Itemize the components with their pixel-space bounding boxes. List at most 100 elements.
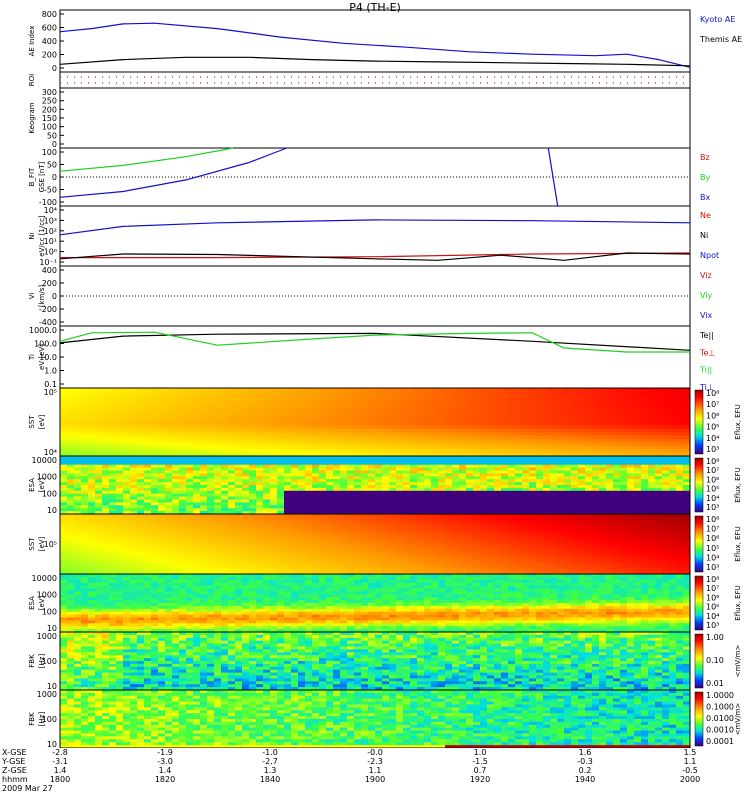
panel-sst1-cell xyxy=(340,418,348,423)
panel-sst1-cell xyxy=(403,408,411,413)
panel-sst1-cell xyxy=(683,428,691,433)
panel-sst1-cell xyxy=(389,394,397,399)
panel-sst2-cell xyxy=(340,538,348,542)
panel-sst1-cell xyxy=(214,432,222,437)
panel-sst1-cell xyxy=(606,428,614,433)
panel-sst2-cell xyxy=(438,544,446,548)
panel-sst2-cell xyxy=(74,526,82,530)
panel-sst1-cell xyxy=(382,435,390,440)
panel-sst1-cell xyxy=(221,422,229,426)
panel-sst1-cell xyxy=(305,405,313,409)
panel-sst1-cell xyxy=(165,445,173,450)
panel-sst2-cell xyxy=(494,532,502,536)
panel-esa1-cell xyxy=(508,458,516,463)
panel-esa1-cell xyxy=(431,508,439,512)
panel-esa1-cell xyxy=(571,511,579,515)
panel-esa1-cell xyxy=(459,496,467,500)
panel-esa1-cell xyxy=(81,476,89,480)
panel-esa1-cell xyxy=(333,487,341,492)
panel-esa1-cell xyxy=(214,470,222,474)
panel-sst1-cell xyxy=(431,398,439,403)
panel-esa1-cell xyxy=(284,456,292,460)
panel-sst1-cell xyxy=(326,428,334,433)
panel-esa1-cell xyxy=(130,456,138,460)
panel-sst1-cell xyxy=(494,439,502,443)
panel-sst2-cell xyxy=(109,562,117,566)
panel-sst2-cell xyxy=(298,547,306,551)
panel-sst2-cell xyxy=(186,535,194,539)
panel-sst1-cell xyxy=(620,428,628,433)
panel-esa1-cell xyxy=(109,511,117,515)
panel-sst2-cell xyxy=(193,562,201,566)
panel-sst1-cell xyxy=(200,398,208,403)
panel-esa1-cell xyxy=(410,476,418,480)
panel-esa1-cell xyxy=(389,479,397,483)
panel-esa1-cell xyxy=(662,493,670,498)
panel-esa1-cell xyxy=(599,502,607,506)
panel-sst2-cell xyxy=(109,556,117,560)
panel-esa1-cell xyxy=(543,502,551,506)
panel-sst2-cell xyxy=(137,562,145,566)
panel-sst1-cell xyxy=(312,445,320,450)
panel-sst1-cell xyxy=(305,422,313,426)
panel-esa1-cell xyxy=(256,502,264,506)
panel-sst1-cell xyxy=(529,394,537,399)
panel-sst1-cell xyxy=(627,439,635,443)
panel-sst1-cell xyxy=(235,452,243,457)
panel-sst1-cell xyxy=(109,415,117,420)
panel-sst2-cell xyxy=(144,514,152,518)
panel-esa1-cell xyxy=(368,461,376,466)
panel-sst1-cell xyxy=(550,452,558,457)
panel-keo-ylabel: Keogram xyxy=(28,102,36,133)
panel-sst1-cell xyxy=(508,388,516,392)
panel-sst1-cell xyxy=(319,425,327,430)
panel-sst2-cell xyxy=(403,550,411,554)
panel-sst2-cell xyxy=(270,538,278,542)
panel-sst2-cell xyxy=(172,547,180,551)
panel-sst1-cell xyxy=(144,398,152,403)
panel-sst2-cell xyxy=(221,517,229,521)
panel-ti-tick: 100.0 xyxy=(34,340,57,349)
panel-esa1-cell xyxy=(221,479,229,483)
panel-sst2-cell xyxy=(109,544,117,548)
panel-sst2-cell xyxy=(298,565,306,569)
panel-esa1-cell xyxy=(179,493,187,498)
panel-sst1-cell xyxy=(522,415,530,420)
panel-sst2-cell xyxy=(305,565,313,569)
panel-esa1-cell xyxy=(396,482,404,486)
panel-esa1-cell xyxy=(137,496,145,500)
panel-esa1-cell xyxy=(312,511,320,515)
panel-sst1-cell xyxy=(221,401,229,406)
panel-esa1-cell xyxy=(599,482,607,486)
panel-esa1-cell xyxy=(466,456,474,460)
panel-sst1-cell xyxy=(326,415,334,420)
panel-sst1-cell xyxy=(396,398,404,403)
panel-sst1-cell xyxy=(585,452,593,457)
panel-sst1-cell xyxy=(284,425,292,430)
panel-sst1-cell xyxy=(277,428,285,433)
panel-sst1-cell xyxy=(403,445,411,450)
panel-sst2-cell xyxy=(431,571,439,575)
panel-sst1-cell xyxy=(116,388,124,392)
panel-esa1-cell xyxy=(123,508,131,512)
panel-sst1-cell xyxy=(655,452,663,457)
panel-sst1-cell xyxy=(270,452,278,457)
panel-esa1-cell xyxy=(249,456,257,460)
panel-sst1-cell xyxy=(326,439,334,443)
panel-esa1-cell xyxy=(466,508,474,512)
panel-esa1-cell xyxy=(333,490,341,495)
panel-sst1-cell xyxy=(424,442,432,447)
panel-sst2-cell xyxy=(95,571,103,575)
panel-sst2-cell xyxy=(88,535,96,539)
panel-sst1-cell xyxy=(452,415,460,420)
panel-sst2-cell xyxy=(179,523,187,527)
panel-sst1-cell xyxy=(298,415,306,420)
panel-esa1-cell xyxy=(543,470,551,474)
panel-esa1-cell xyxy=(235,487,243,492)
panel-sst2-cell xyxy=(263,553,271,557)
panel-esa1-cell xyxy=(340,485,348,489)
panel-sst2-cell xyxy=(186,547,194,551)
panel-esa1-cell xyxy=(60,511,68,515)
panel-sst2-cell xyxy=(200,523,208,527)
panel-esa1-cell xyxy=(466,476,474,480)
